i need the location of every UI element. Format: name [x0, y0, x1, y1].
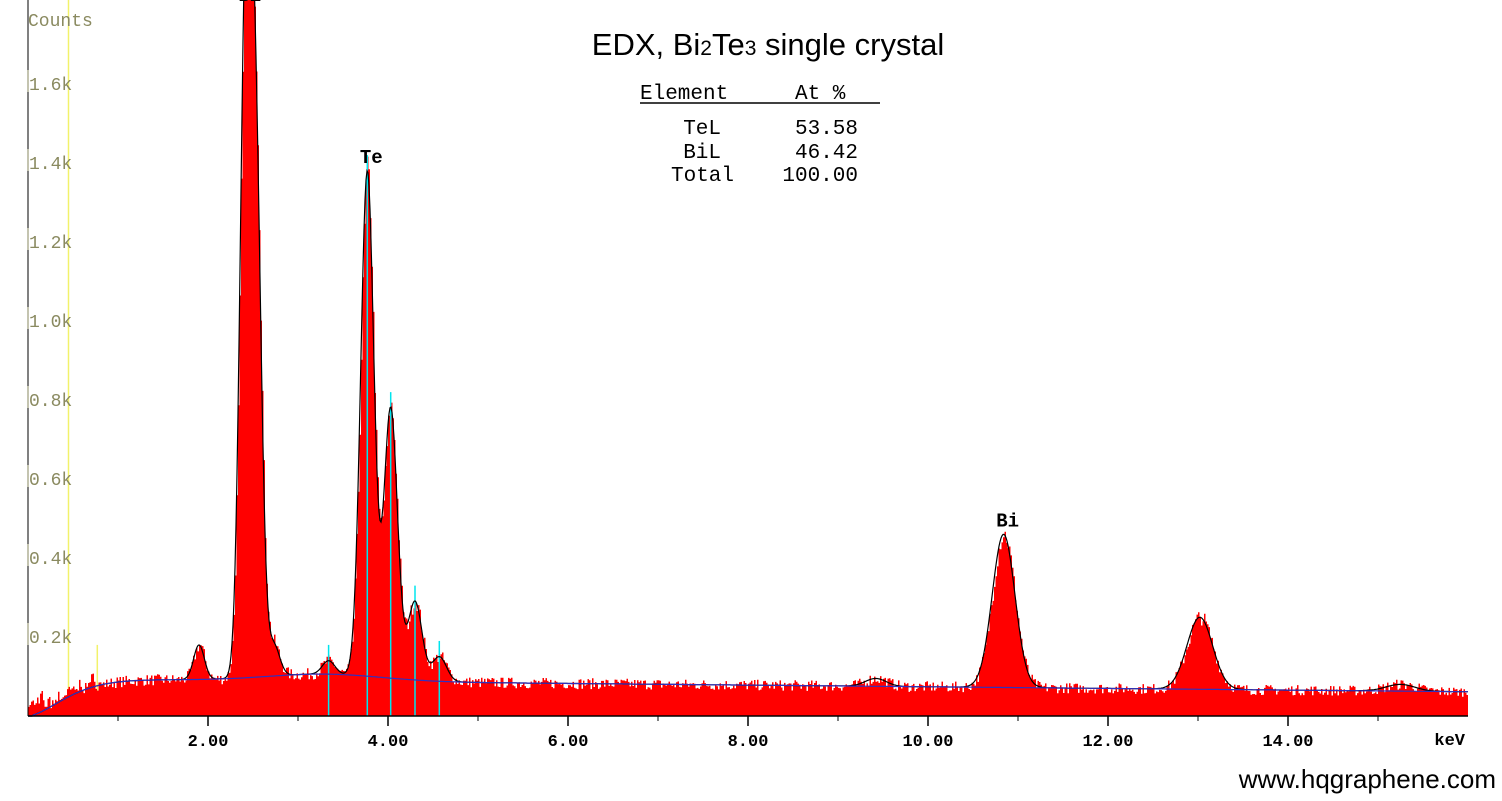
y-tick-label: 0.2k — [29, 629, 72, 649]
x-tick-label: 14.00 — [1262, 733, 1313, 752]
x-axis-ticks: 2.00 4.00 6.00 8.00 10.00 12.00 14.00 — [117, 716, 1379, 752]
y-axis-label: Counts — [28, 12, 93, 32]
title-part-d: 3 — [745, 37, 757, 60]
y-tick-label: 0.4k — [29, 550, 72, 570]
table-header-atpct: At % — [795, 83, 846, 106]
title-part-b: 2 — [700, 37, 712, 60]
spectrum-fill — [28, 0, 1468, 716]
table-cell-element: BiL — [683, 142, 721, 165]
title-part-e: single crystal — [756, 27, 944, 62]
watermark: www.hqgraphene.com — [1238, 764, 1496, 794]
y-tick-label: 0.8k — [29, 392, 72, 412]
y-tick-label: 1.6k — [29, 76, 72, 96]
table-cell-element: Total — [671, 165, 734, 188]
y-tick-label: 1.2k — [29, 234, 72, 254]
x-tick-label: 2.00 — [188, 733, 229, 752]
title-part-a: EDX, Bi — [592, 27, 701, 62]
x-tick-label: 10.00 — [902, 733, 953, 752]
peak-label: Te — [360, 147, 383, 169]
table-cell-value: 100.00 — [782, 165, 858, 188]
peak-label: Bi — [238, 0, 261, 7]
y-axis-ticks: 0.2k 0.4k 0.6k 0.8k 1.0k 1.2k 1.4k 1.6k — [27, 70, 72, 649]
table-cell-value: 46.42 — [795, 142, 858, 165]
x-tick-label: 4.00 — [368, 733, 409, 752]
quantification-table: Element At % TeL 53.58 BiL 46.42 Total 1… — [640, 83, 880, 188]
title-part-c: Te — [712, 27, 745, 62]
x-tick-label: 12.00 — [1082, 733, 1133, 752]
y-tick-label: 1.4k — [29, 155, 72, 175]
y-tick-label: 0.6k — [29, 471, 72, 491]
table-header-element: Element — [640, 83, 728, 106]
table-cell-value: 53.58 — [795, 118, 858, 141]
marker-lines — [67, 0, 99, 716]
background-curve — [28, 673, 1468, 717]
table-cell-element: TeL — [683, 118, 721, 141]
x-axis-label: keV — [1434, 732, 1465, 751]
peak-label: Bi — [996, 510, 1019, 532]
x-tick-label: 8.00 — [728, 733, 769, 752]
y-tick-label: 1.0k — [29, 313, 72, 333]
chart-title: EDX, Bi2Te3 single crystal — [592, 27, 944, 62]
background-line — [28, 673, 1468, 717]
spectrum-area — [28, 0, 1468, 716]
xray-lines — [327, 155, 441, 716]
x-tick-label: 6.00 — [548, 733, 589, 752]
peak-annotations: Bi Te Bi — [238, 0, 1019, 532]
